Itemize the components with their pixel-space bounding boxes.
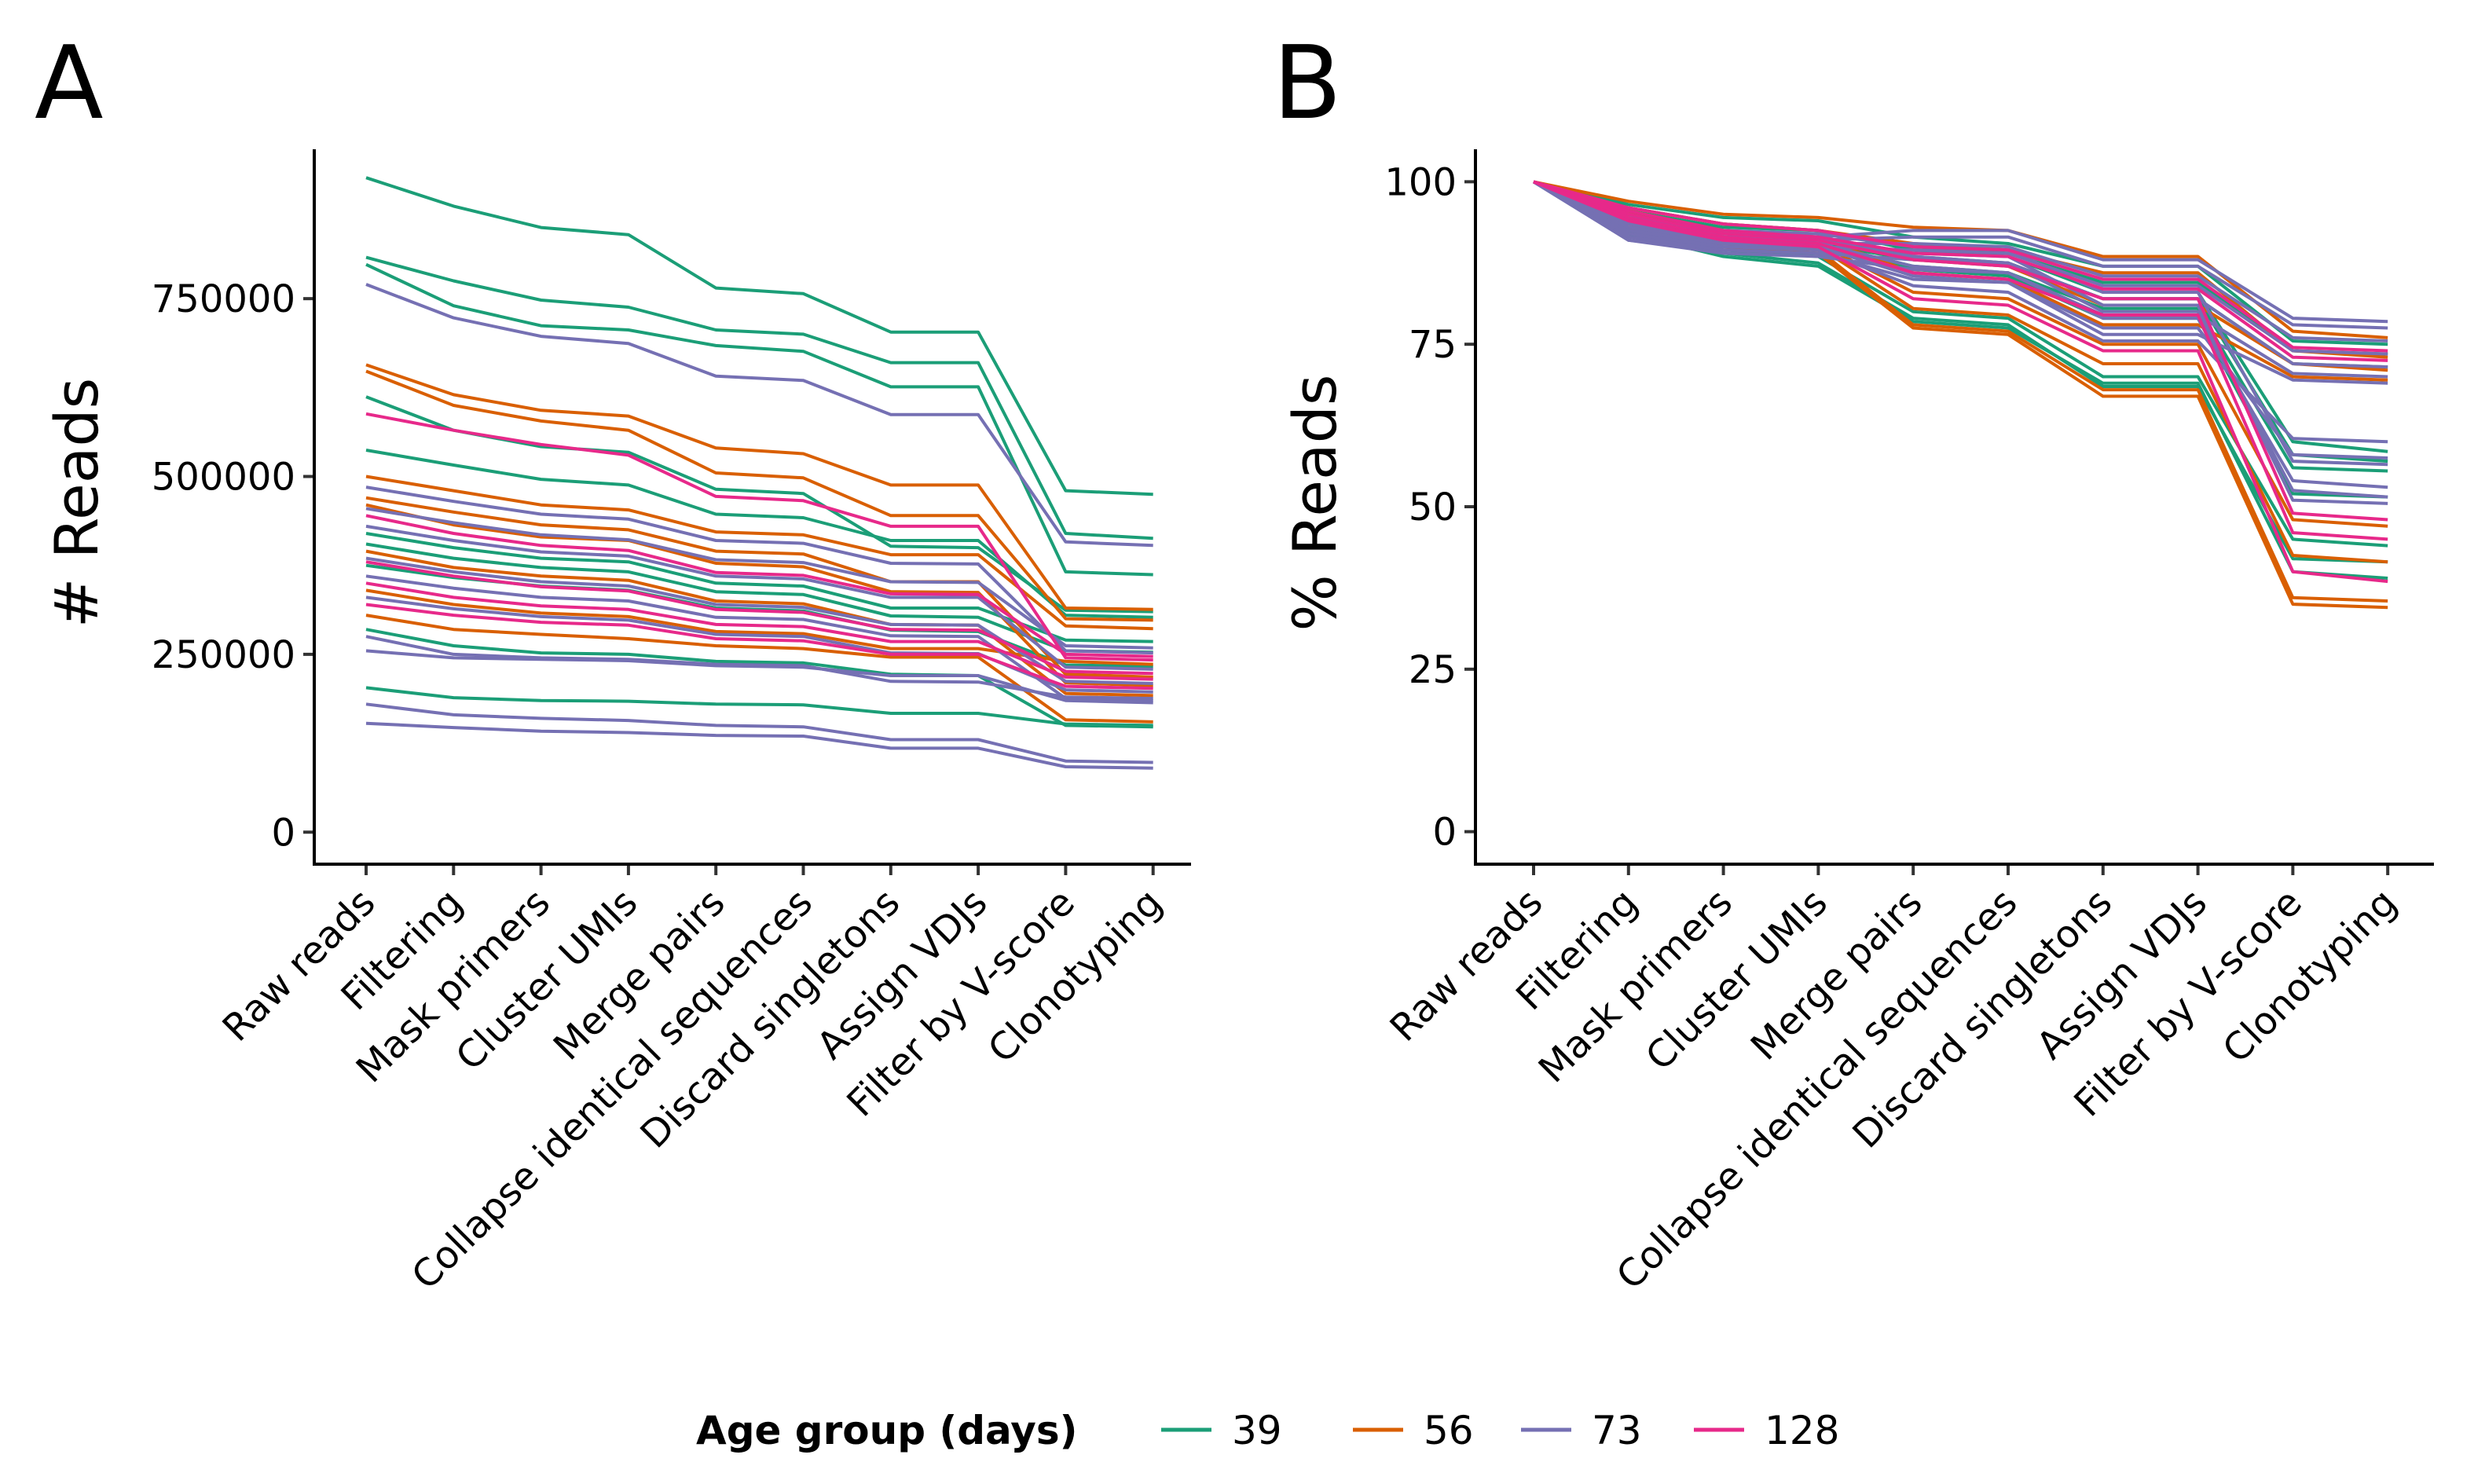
series-line-128 bbox=[365, 581, 1153, 681]
panel-b-tag: B bbox=[1273, 25, 1342, 142]
series-line-128 bbox=[1533, 180, 2388, 353]
series-line-128 bbox=[365, 412, 1153, 662]
series-line-128 bbox=[365, 603, 1153, 691]
series-line-39 bbox=[365, 176, 1153, 496]
series-line-56 bbox=[365, 369, 1153, 622]
series-line-73 bbox=[365, 721, 1153, 770]
panel-a-y-ticks: 0 250000 500000 750000 bbox=[152, 277, 314, 855]
series-line-128 bbox=[1533, 180, 2388, 362]
legend: Age group (days) 39 56 73 128 bbox=[696, 1408, 1839, 1453]
panel-b-y-ticks: 0 25 50 75 100 bbox=[1384, 160, 1475, 855]
panel-b-y-axis-title: % Reads bbox=[1280, 375, 1350, 632]
series-line-128 bbox=[1533, 180, 2388, 584]
panel-a: A # Reads 0 250000 500000 750000 Raw readsF… bbox=[35, 25, 1191, 1299]
y-tick-label: 0 bbox=[1432, 811, 1457, 855]
panel-b-lines bbox=[1532, 180, 2388, 610]
series-line-39 bbox=[1533, 180, 2388, 346]
series-line-39 bbox=[365, 255, 1153, 540]
series-line-56 bbox=[365, 363, 1153, 611]
series-line-73 bbox=[365, 574, 1153, 702]
panel-b: B % Reads 0 25 50 75 100 Raw readsFilteringM… bbox=[1273, 25, 2434, 1299]
y-tick-label: 75 bbox=[1409, 323, 1457, 367]
legend-title: Age group (days) bbox=[696, 1408, 1077, 1453]
series-line-73 bbox=[365, 702, 1153, 764]
legend-label-128: 128 bbox=[1765, 1408, 1839, 1453]
series-line-73 bbox=[1533, 180, 2388, 324]
series-line-73 bbox=[365, 283, 1153, 548]
series-line-128 bbox=[1533, 180, 2388, 541]
series-line-73 bbox=[1532, 180, 2388, 369]
y-tick-label: 50 bbox=[1409, 486, 1457, 529]
series-line-73 bbox=[365, 649, 1153, 705]
series-line-73 bbox=[1532, 180, 2388, 356]
legend-label-56: 56 bbox=[1424, 1408, 1474, 1453]
series-line-128 bbox=[365, 560, 1153, 676]
series-line-73 bbox=[365, 507, 1153, 650]
legend-label-39: 39 bbox=[1232, 1408, 1282, 1453]
series-line-56 bbox=[365, 503, 1153, 687]
legend-entries: 39 56 73 128 bbox=[1161, 1408, 1839, 1453]
y-tick-label: 500000 bbox=[152, 456, 295, 500]
series-line-73 bbox=[365, 524, 1153, 671]
series-line-73 bbox=[365, 556, 1153, 685]
panel-a-tag: A bbox=[35, 25, 104, 142]
series-line-39 bbox=[365, 628, 1153, 729]
series-line-73 bbox=[1533, 180, 2388, 330]
y-tick-label: 25 bbox=[1409, 648, 1457, 692]
x-tick-label: Raw reads bbox=[1382, 881, 1552, 1050]
legend-label-73: 73 bbox=[1592, 1408, 1642, 1453]
y-tick-label: 0 bbox=[271, 811, 295, 855]
series-line-128 bbox=[1533, 180, 2388, 522]
series-line-39 bbox=[365, 449, 1153, 619]
y-tick-label: 250000 bbox=[152, 633, 295, 677]
y-tick-label: 750000 bbox=[152, 277, 295, 321]
series-line-39 bbox=[365, 686, 1153, 727]
series-line-73 bbox=[1532, 180, 2388, 385]
y-tick-label: 100 bbox=[1384, 160, 1457, 204]
panel-a-lines bbox=[365, 176, 1153, 770]
series-line-73 bbox=[365, 486, 1153, 655]
panel-a-y-axis-title: # Reads bbox=[42, 378, 112, 628]
series-line-73 bbox=[1532, 180, 2388, 379]
series-line-73 bbox=[1533, 180, 2388, 343]
series-line-128 bbox=[365, 514, 1153, 658]
series-line-73 bbox=[1533, 180, 2388, 460]
series-line-56 bbox=[365, 496, 1153, 679]
